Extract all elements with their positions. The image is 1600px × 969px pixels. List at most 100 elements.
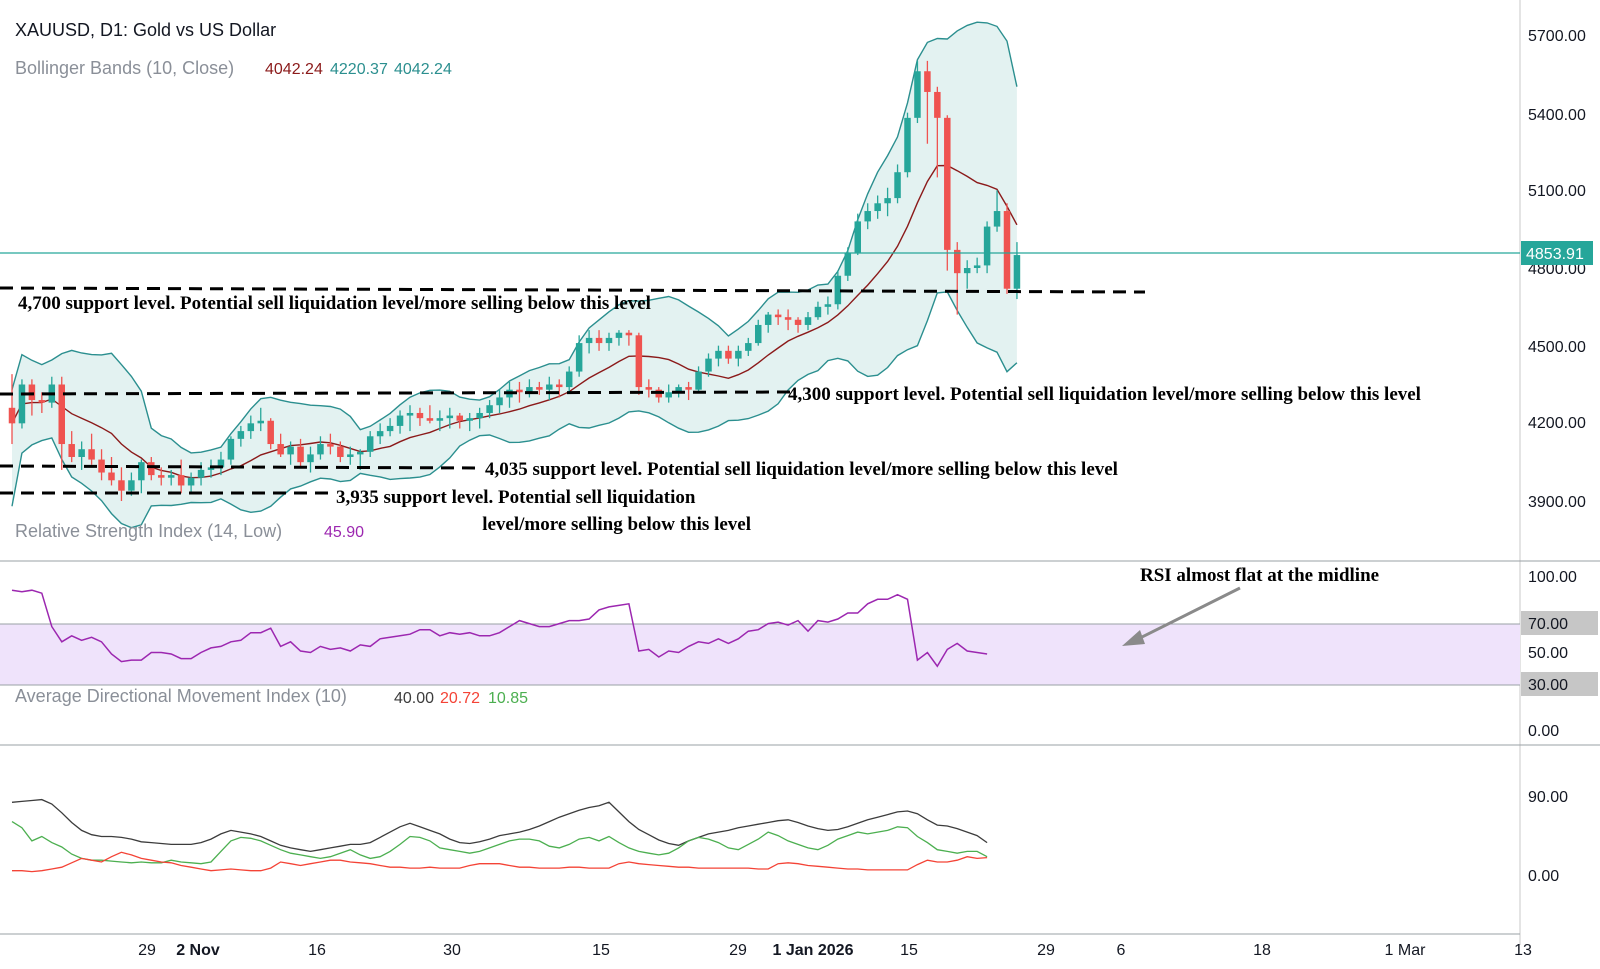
rsi-tick-label: 100.00 (1528, 569, 1577, 586)
rsi-tick-label: 70.00 (1528, 616, 1568, 633)
date-tick-label: 30 (443, 942, 461, 959)
support-line-4700 (0, 286, 1146, 294)
candle-down (148, 462, 155, 476)
candle-up (546, 384, 553, 390)
candle-down (426, 418, 434, 421)
candle-down (28, 384, 36, 401)
candle-up (993, 211, 1001, 227)
date-tick-label: 2 Nov (176, 942, 220, 959)
candle-down (516, 389, 523, 393)
support-line-4300 (0, 390, 791, 396)
bb-lower-line (11, 291, 1018, 529)
candle-up (665, 392, 672, 398)
rsi-line (11, 589, 988, 668)
candle-up (914, 71, 921, 118)
rsi-tick-label: 0.00 (1528, 723, 1559, 740)
rsi-legend-label: Relative Strength Index (14, Low) (15, 521, 282, 541)
candle-down (944, 117, 951, 250)
price-tick-label: 5700.00 (1528, 28, 1586, 45)
bb-upper-value: 4220.37 (330, 61, 388, 78)
di-plus-value: 10.85 (488, 690, 528, 707)
candle-up (347, 454, 354, 457)
candle-up (167, 475, 175, 478)
candle-up (854, 221, 861, 253)
candle-up (317, 444, 324, 455)
date-tick-label: 29 (1037, 942, 1055, 959)
bb-upper-line (11, 21, 1018, 454)
candle-up (814, 306, 822, 318)
candle-down (645, 387, 653, 390)
candle-up (287, 446, 294, 455)
candle-up (197, 469, 205, 478)
candle-down (774, 314, 782, 318)
rsi-note-arrow (1133, 586, 1241, 643)
candle-down (8, 407, 16, 424)
candle-down (685, 387, 692, 390)
candle-up (217, 459, 225, 468)
candle-up (735, 350, 742, 359)
candle-up (207, 467, 215, 470)
candle-up (705, 358, 712, 372)
candle-up (138, 462, 145, 481)
bb-fill-area (12, 22, 1017, 528)
symbol-title: XAUUSD, D1: Gold vs US Dollar (15, 20, 276, 40)
rsi-note-arrowhead (1122, 630, 1145, 646)
candle-down (934, 91, 941, 118)
candle-up (844, 252, 852, 276)
rsi-legend-value: 45.90 (324, 524, 364, 541)
candle-down (88, 449, 95, 460)
candle-down (725, 350, 732, 359)
di-minus-value: 20.72 (440, 690, 480, 707)
adx-legend-label: Average Directional Movement Index (10) (15, 686, 347, 706)
candle-up (307, 454, 314, 463)
candle-down (68, 444, 75, 457)
candle-up (804, 317, 812, 325)
date-tick-label: 15 (900, 942, 918, 959)
candle-down (924, 71, 931, 92)
date-tick-label: 29 (138, 942, 156, 959)
adx-tick-label: 90.00 (1528, 789, 1568, 806)
rsi-tick-label: 30.00 (1528, 677, 1568, 694)
candle-up (376, 431, 384, 437)
rsi-tick-label: 50.00 (1528, 645, 1568, 662)
rsi-overbought-oversold-zone (0, 624, 1520, 685)
candle-down (595, 337, 603, 344)
support-line-4035 (0, 464, 479, 470)
price-tick-label: 4500.00 (1528, 339, 1586, 356)
candle-down (456, 415, 463, 421)
candle-down (416, 412, 424, 419)
candle-up (436, 418, 444, 421)
candle-down (177, 475, 185, 486)
candle-up (227, 438, 235, 460)
candle-down (108, 472, 115, 481)
price-tick-label: 3900.00 (1528, 494, 1586, 511)
candle-up (695, 371, 702, 390)
price-tick-label: 5100.00 (1528, 183, 1586, 200)
candle-up (585, 337, 593, 344)
candle-down (327, 444, 334, 447)
date-tick-label: 1 Mar (1385, 942, 1427, 959)
candlesticks (8, 60, 1021, 501)
candle-up (357, 451, 364, 455)
price-tick-label: 4800.00 (1528, 261, 1586, 278)
bb-lower-value: 4042.24 (394, 61, 452, 78)
candle-up (18, 384, 26, 424)
candle-down (98, 459, 105, 473)
annotation-support-4700: 4,700 support level. Potential sell liqu… (18, 293, 651, 314)
candle-down (337, 446, 344, 457)
candle-up (973, 265, 981, 268)
candle-down (556, 384, 563, 388)
candle-up (486, 405, 493, 413)
candle-down (635, 335, 643, 388)
candle-down (297, 446, 304, 463)
candle-up (237, 431, 245, 439)
rsi-series (11, 589, 988, 668)
price-tick-label: 4200.00 (1528, 415, 1586, 432)
candle-up (565, 371, 573, 388)
date-tick-label: 18 (1253, 942, 1271, 959)
candle-down (158, 475, 165, 478)
rsi-30-badge (1521, 672, 1598, 696)
candle-up (187, 477, 195, 486)
candle-down (954, 249, 961, 274)
